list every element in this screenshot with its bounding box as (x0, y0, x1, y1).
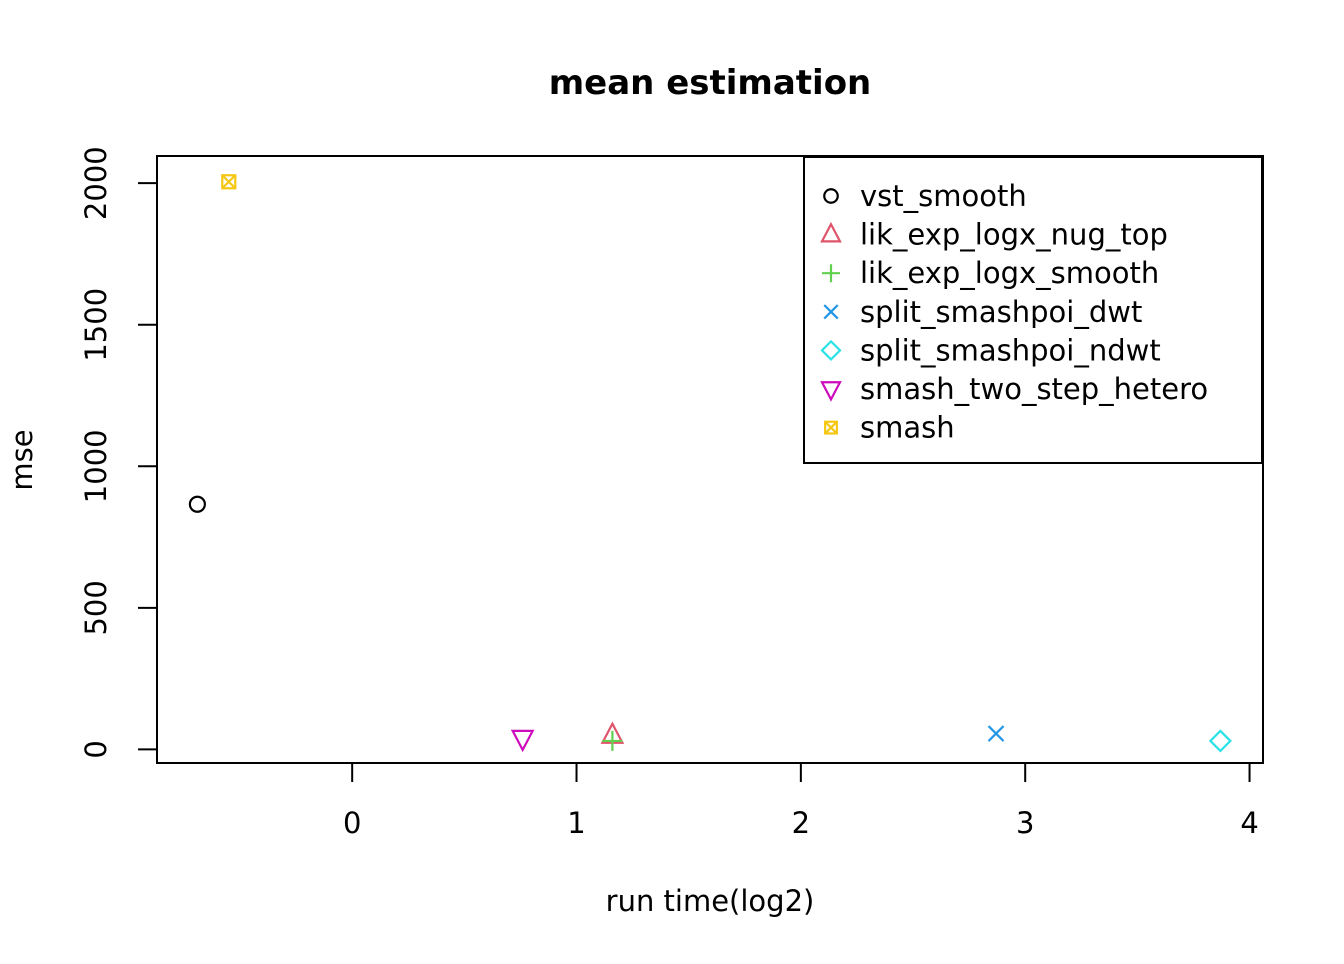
legend-label-lik_exp_logx_nug_top: lik_exp_logx_nug_top (860, 218, 1168, 252)
legend-marker-split_smashpoi_ndwt (820, 339, 842, 361)
legend-label-lik_exp_logx_smooth: lik_exp_logx_smooth (860, 256, 1159, 290)
legend-label-split_smashpoi_dwt: split_smashpoi_dwt (860, 295, 1142, 329)
chart-title: mean estimation (549, 63, 872, 103)
legend-marker-split_smashpoi_dwt (823, 304, 839, 320)
legend-box (803, 156, 1263, 464)
y-tick-label: 1000 (79, 429, 113, 503)
legend-marker-smash_two_step_hetero (820, 381, 842, 402)
y-tick-label: 500 (79, 580, 113, 635)
data-point-smash (221, 174, 237, 190)
legend-marker-lik_exp_logx_smooth (822, 264, 840, 283)
legend-label-smash_two_step_hetero: smash_two_step_hetero (860, 372, 1208, 406)
y-tick-label: 1500 (79, 288, 113, 362)
legend-label-split_smashpoi_ndwt: split_smashpoi_ndwt (860, 333, 1161, 367)
data-point-split_smashpoi_dwt (987, 725, 1005, 742)
plot-area: 0 1 2 3 4 0 500 1000 1500 2000 vst_smooth lik_exp_l… (79, 146, 1264, 840)
y-tick-label: 0 (79, 740, 113, 758)
legend-marker-lik_exp_logx_nug_top (820, 221, 842, 243)
legend-marker-smash (824, 420, 838, 435)
y-tick-label: 2000 (79, 146, 113, 220)
x-tick-label: 4 (1240, 806, 1258, 840)
x-tick-label: 3 (1016, 806, 1034, 840)
legend-label-smash: smash (860, 411, 955, 445)
y-axis-label: mse (5, 429, 39, 490)
x-tick-label: 0 (343, 806, 361, 840)
data-point-vst_smooth (188, 495, 206, 513)
legend-label-vst_smooth: vst_smooth (860, 179, 1027, 213)
x-tick-label: 2 (792, 806, 810, 840)
legend-marker-vst_smooth (823, 188, 839, 204)
x-tick-label: 1 (567, 806, 585, 840)
x-axis-label: run time(log2) (606, 884, 815, 918)
data-point-smash_two_step_hetero (510, 729, 535, 753)
data-point-lik_exp_logx_smooth (602, 730, 623, 751)
data-point-split_smashpoi_ndwt (1208, 729, 1232, 753)
